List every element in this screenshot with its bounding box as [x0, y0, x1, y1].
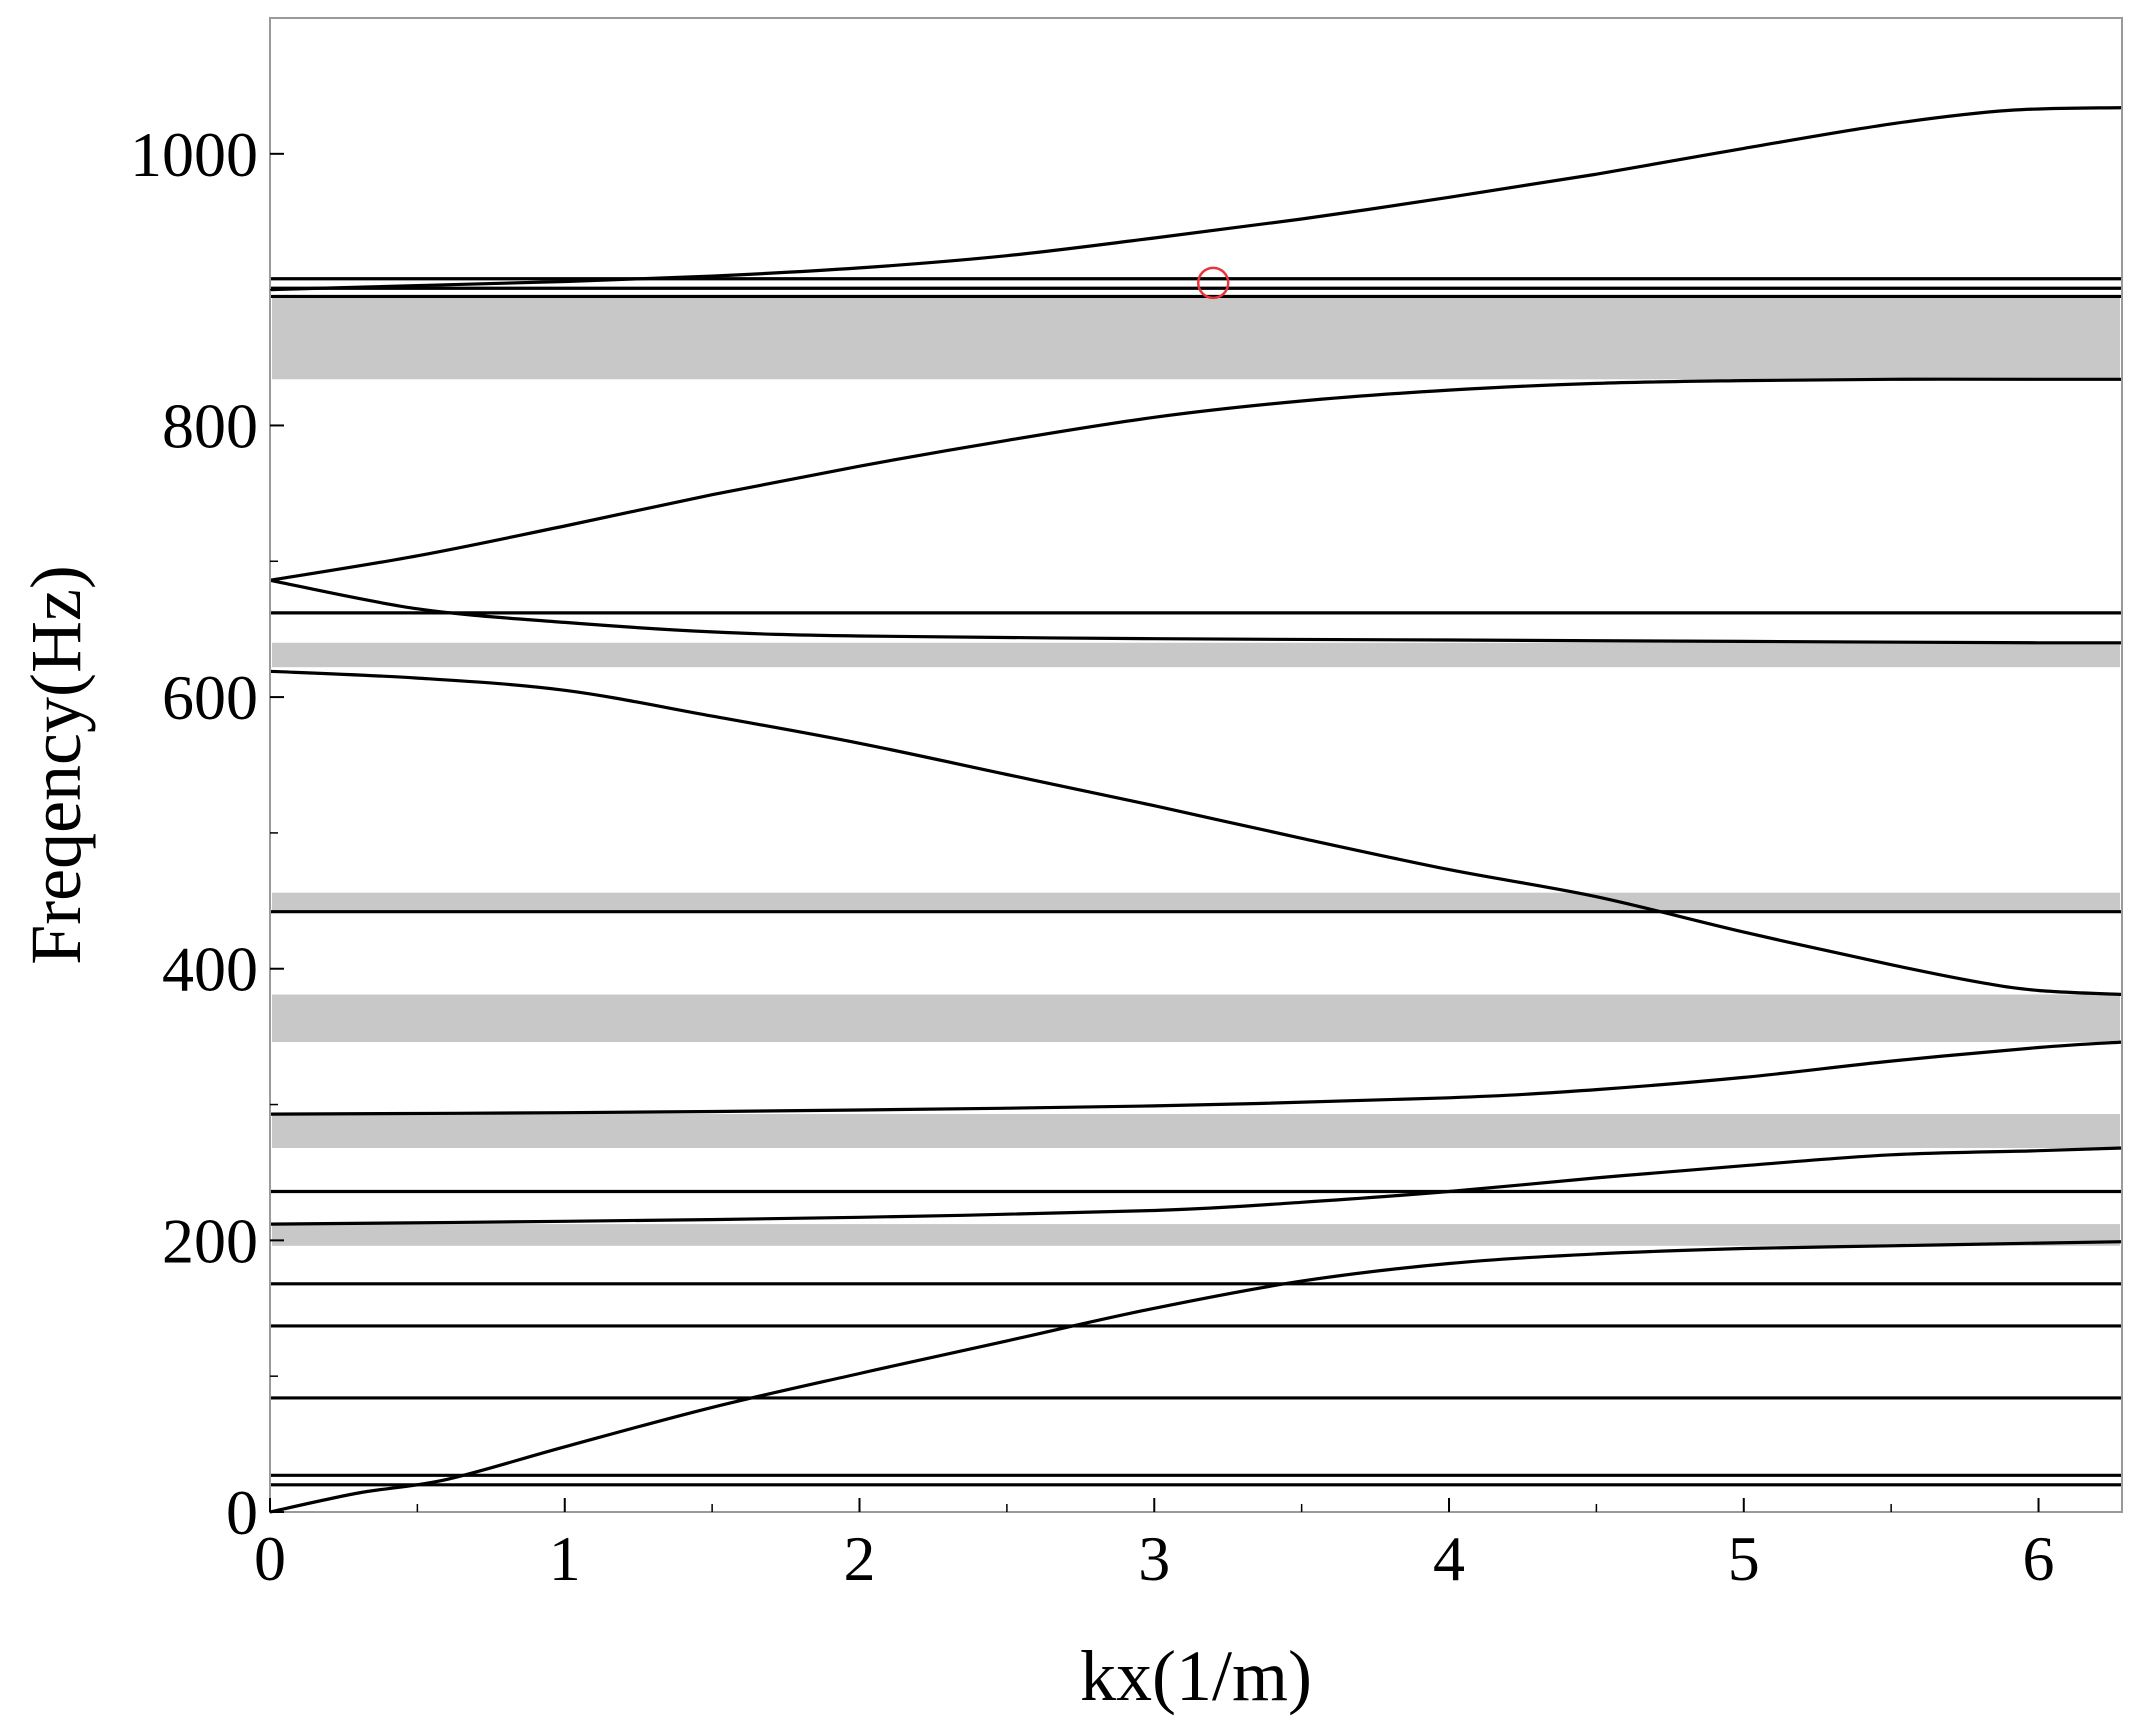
x-tick-label-4: 4 [1433, 1523, 1465, 1594]
x-tick-label-0: 0 [254, 1523, 286, 1594]
x-axis-title: kx(1/m) [1080, 1636, 1312, 1716]
flat-band-layer [270, 277, 2122, 1487]
y-tick-label-600: 600 [162, 662, 258, 733]
band-gap-layer [272, 296, 2120, 1246]
x-tick-label-2: 2 [844, 1523, 876, 1594]
y-axis-title: Freqency(Hz) [16, 565, 96, 965]
highlight-marker [1196, 266, 1230, 300]
curve-band-1 [269, 1240, 2123, 1514]
x-tick-label-3: 3 [1138, 1523, 1170, 1594]
y-tick-label-400: 400 [162, 934, 258, 1005]
band-gap-2 [272, 1114, 2120, 1149]
tick-layer: 0 1 2 3 4 5 6 0 200 400 600 800 1000 [130, 119, 2055, 1594]
curve-band-2 [269, 1146, 2123, 1226]
curve-band-3 [269, 1040, 2123, 1116]
y-tick-label-800: 800 [162, 390, 258, 461]
y-tick-label-0: 0 [226, 1477, 258, 1548]
curve-band-4 [269, 669, 2123, 997]
x-tick-label-1: 1 [549, 1523, 581, 1594]
band-gap-6 [272, 296, 2120, 380]
curve-band-6 [269, 377, 2122, 582]
band-gap-1 [272, 1224, 2120, 1246]
y-tick-label-1000: 1000 [130, 119, 258, 190]
curve-band-5 [269, 578, 2123, 645]
curve-band-7 [269, 106, 2123, 292]
x-tick-label-6: 6 [2023, 1523, 2055, 1594]
x-tick-label-5: 5 [1728, 1523, 1760, 1594]
band-gap-4 [272, 892, 2120, 912]
band-gap-3 [272, 994, 2120, 1043]
y-tick-label-200: 200 [162, 1205, 258, 1276]
dispersion-curve-layer [269, 106, 2123, 1514]
plot-frame [269, 17, 2123, 1513]
band-gap-5 [272, 642, 2120, 668]
